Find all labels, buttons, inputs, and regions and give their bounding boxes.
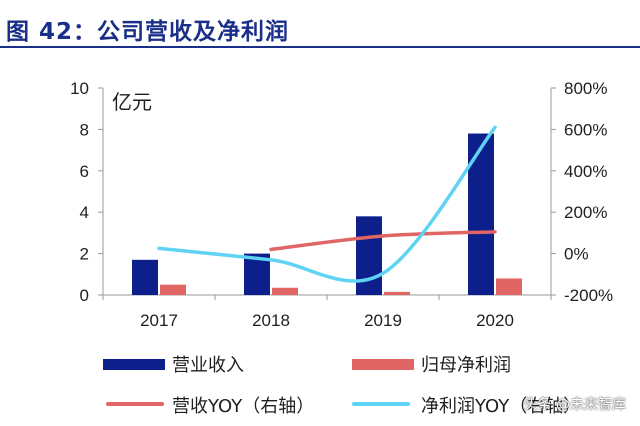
y-left-tick-label: 10 — [70, 79, 89, 98]
y-right-tick-label: 0% — [564, 245, 589, 264]
x-tick-label: 2018 — [252, 311, 290, 330]
title-rule — [0, 46, 640, 48]
y-right-tick-label: 800% — [564, 79, 607, 98]
y-left-tick-label: 8 — [80, 120, 89, 139]
y-right-tick-label: 200% — [564, 203, 607, 222]
x-tick-label: 2019 — [364, 311, 402, 330]
y-right-tick-label: 400% — [564, 162, 607, 181]
legend-label-profit: 归母净利润 — [421, 355, 511, 376]
y-left-tick-label: 6 — [80, 162, 89, 181]
x-tick-label: 2017 — [140, 311, 178, 330]
bar-revenue — [468, 133, 494, 295]
line-revenue-yoy — [269, 230, 497, 252]
bar-profit — [160, 284, 186, 295]
watermark: 头条 @未来智库 — [523, 397, 626, 413]
legend-label-rev-yoy: 营收YOY（右轴） — [172, 396, 315, 417]
chart-title: 图 42：公司营收及净利润 — [6, 19, 290, 45]
bar-profit — [496, 278, 522, 295]
y-left-tick-label: 2 — [80, 245, 89, 264]
bar-revenue — [132, 259, 158, 295]
legend-label-profit-yoy: 净利润YOY（右轴） — [421, 396, 582, 417]
bar-profit — [272, 287, 298, 295]
y-unit-label: 亿元 — [112, 90, 152, 114]
legend-swatch-revenue — [103, 359, 165, 370]
x-tick-label: 2020 — [476, 311, 514, 330]
legend-swatch-profit — [352, 359, 414, 370]
line-profit-yoy — [157, 125, 497, 283]
bar-revenue — [356, 216, 382, 295]
legend-swatch-profit-yoy — [352, 402, 410, 406]
legend-swatch-rev-yoy — [106, 402, 164, 406]
y-left-tick-label: 0 — [80, 286, 89, 305]
bar-profit — [384, 291, 410, 295]
legend-label-revenue: 营业收入 — [172, 355, 244, 376]
y-right-tick-label: -200% — [564, 286, 613, 305]
y-left-tick-label: 4 — [80, 203, 89, 222]
y-right-tick-label: 600% — [564, 120, 607, 139]
